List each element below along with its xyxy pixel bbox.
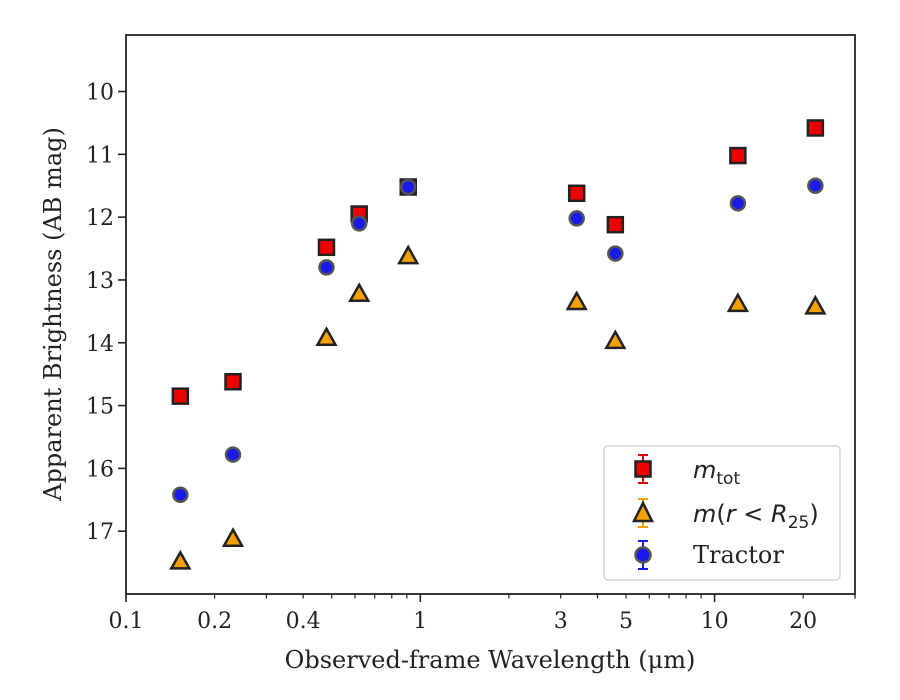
data-point-m-r25	[169, 549, 192, 570]
data-point-tractor	[607, 245, 624, 262]
x-tick-label: 1	[413, 609, 427, 634]
x-tick-label: 0.2	[197, 609, 232, 634]
data-point-m-tot	[606, 215, 625, 234]
legend-tractor-label: Tractor	[693, 541, 784, 569]
plot-frame	[125, 34, 856, 595]
y-tick-label: 10	[86, 81, 114, 106]
series-m_r25	[169, 244, 827, 570]
legend-entry-m-tot: mtot	[634, 454, 740, 489]
x-axis-label: Observed-frame Wavelength (μm)	[285, 646, 696, 674]
data-point-m-r25	[804, 294, 827, 315]
legend-m-r25-label: m(r < R25)	[693, 500, 819, 533]
legend: mtot m(r < R25) Tractor	[603, 445, 841, 581]
data-point-m-tot	[806, 119, 825, 137]
data-marks	[169, 119, 827, 570]
data-point-m-r25	[348, 282, 371, 303]
data-point-tractor	[399, 178, 417, 196]
data-point-m-r25	[604, 329, 627, 350]
data-point-tractor	[568, 210, 585, 227]
y-tick-label: 14	[86, 332, 114, 357]
data-point-tractor	[172, 486, 189, 504]
x-tick-label: 10	[701, 609, 729, 634]
legend-m-tot-label: mtot	[693, 456, 740, 489]
data-point-m-tot	[224, 372, 242, 391]
x-tick-label: 0.1	[109, 609, 144, 634]
data-point-m-r25	[315, 326, 338, 346]
data-point-m-r25	[565, 290, 588, 311]
y-tick-label: 16	[86, 457, 114, 482]
data-point-tractor	[350, 215, 368, 232]
data-point-tractor	[729, 195, 747, 212]
data-point-m-tot	[567, 184, 586, 203]
y-axis-label: Apparent Brightness (AB mag)	[39, 127, 67, 502]
series-tractor	[172, 177, 824, 504]
data-point-tractor	[224, 446, 242, 463]
data-point-m-r25	[221, 527, 245, 547]
legend-tractor-marker	[634, 546, 652, 564]
legend-entry-tractor: Tractor	[634, 540, 784, 570]
data-point-m-tot	[171, 387, 190, 405]
y-tick-label: 11	[86, 143, 114, 168]
y-tick-label: 17	[86, 520, 114, 545]
y-tick-label: 13	[86, 269, 114, 294]
legend-m-tot-marker	[634, 460, 652, 478]
x-tick-label: 20	[789, 609, 817, 634]
x-tick-label: 3	[554, 609, 568, 634]
data-point-m-tot	[729, 146, 747, 165]
data-point-m-r25	[726, 292, 750, 313]
data-point-tractor	[318, 259, 335, 276]
y-tick-label: 12	[86, 206, 114, 231]
x-tick-label: 0.4	[286, 609, 321, 634]
data-point-m-r25	[397, 244, 420, 265]
data-point-m-tot	[317, 238, 336, 257]
legend-entry-m-r25: m(r < R25)	[631, 498, 819, 533]
legend-box	[603, 445, 841, 581]
y-tick-label: 15	[86, 395, 114, 420]
data-point-tractor	[807, 177, 824, 194]
legend-m-r25-marker	[631, 500, 655, 523]
x-tick-label: 5	[619, 609, 633, 634]
